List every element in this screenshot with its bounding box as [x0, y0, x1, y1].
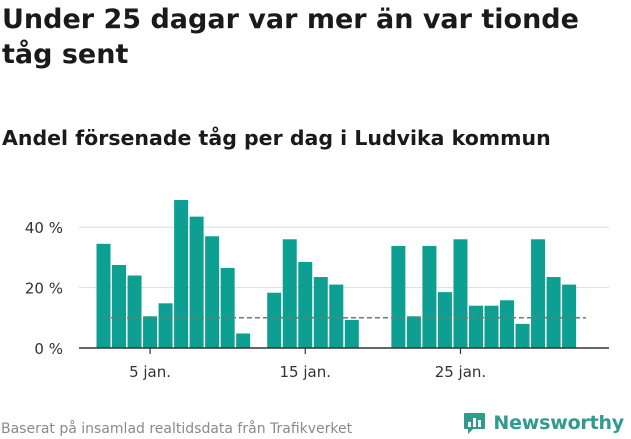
- x-tick-label: 15 jan.: [280, 363, 332, 381]
- bar: [562, 284, 577, 348]
- bar: [96, 243, 111, 348]
- bar: [189, 216, 204, 348]
- bar: [298, 261, 313, 348]
- bar: [329, 284, 344, 348]
- bar: [500, 300, 515, 348]
- brand-logo-group: Newsworthy: [462, 408, 624, 438]
- bar: [531, 239, 546, 348]
- x-tick-label: 5 jan.: [129, 363, 171, 381]
- bar: [515, 323, 530, 348]
- bar-series: [96, 200, 577, 348]
- y-tick-label: 20 %: [25, 280, 63, 298]
- y-tick-label: 0 %: [34, 340, 63, 358]
- bar: [174, 200, 189, 348]
- bar: [282, 239, 297, 348]
- bar-chart: 0 % 20 % 40 % 5 jan. 15 jan. 25 jan.: [25, 200, 609, 381]
- bar: [437, 292, 452, 348]
- gridlines: [79, 226, 609, 289]
- y-tick-label: 40 %: [25, 219, 63, 237]
- bar: [220, 267, 235, 348]
- bar: [313, 277, 328, 348]
- bar: [205, 236, 220, 348]
- bar: [453, 239, 468, 348]
- bar: [484, 305, 499, 348]
- bar: [112, 264, 127, 348]
- chart-subtitle: Andel försenade tåg per dag i Ludvika ko…: [2, 126, 551, 150]
- source-note: Baserat på insamlad realtidsdata från Tr…: [1, 421, 353, 437]
- bar: [468, 305, 483, 348]
- bar: [546, 277, 561, 348]
- bar: [344, 319, 359, 348]
- axes: 0 % 20 % 40 % 5 jan. 15 jan. 25 jan.: [25, 219, 609, 381]
- bar: [143, 316, 158, 348]
- chart-title: Under 25 dagar var mer än var tionde tåg…: [2, 4, 579, 70]
- bar-chart-speech-bubble-icon: [464, 412, 486, 434]
- brand-name: Newsworthy: [493, 412, 624, 434]
- x-tick-label: 25 jan.: [435, 363, 487, 381]
- bar: [391, 245, 406, 348]
- bar: [406, 316, 421, 348]
- bar: [158, 303, 173, 348]
- bar: [236, 333, 251, 348]
- bar: [422, 245, 437, 348]
- bar: [127, 275, 142, 348]
- bar: [267, 292, 282, 348]
